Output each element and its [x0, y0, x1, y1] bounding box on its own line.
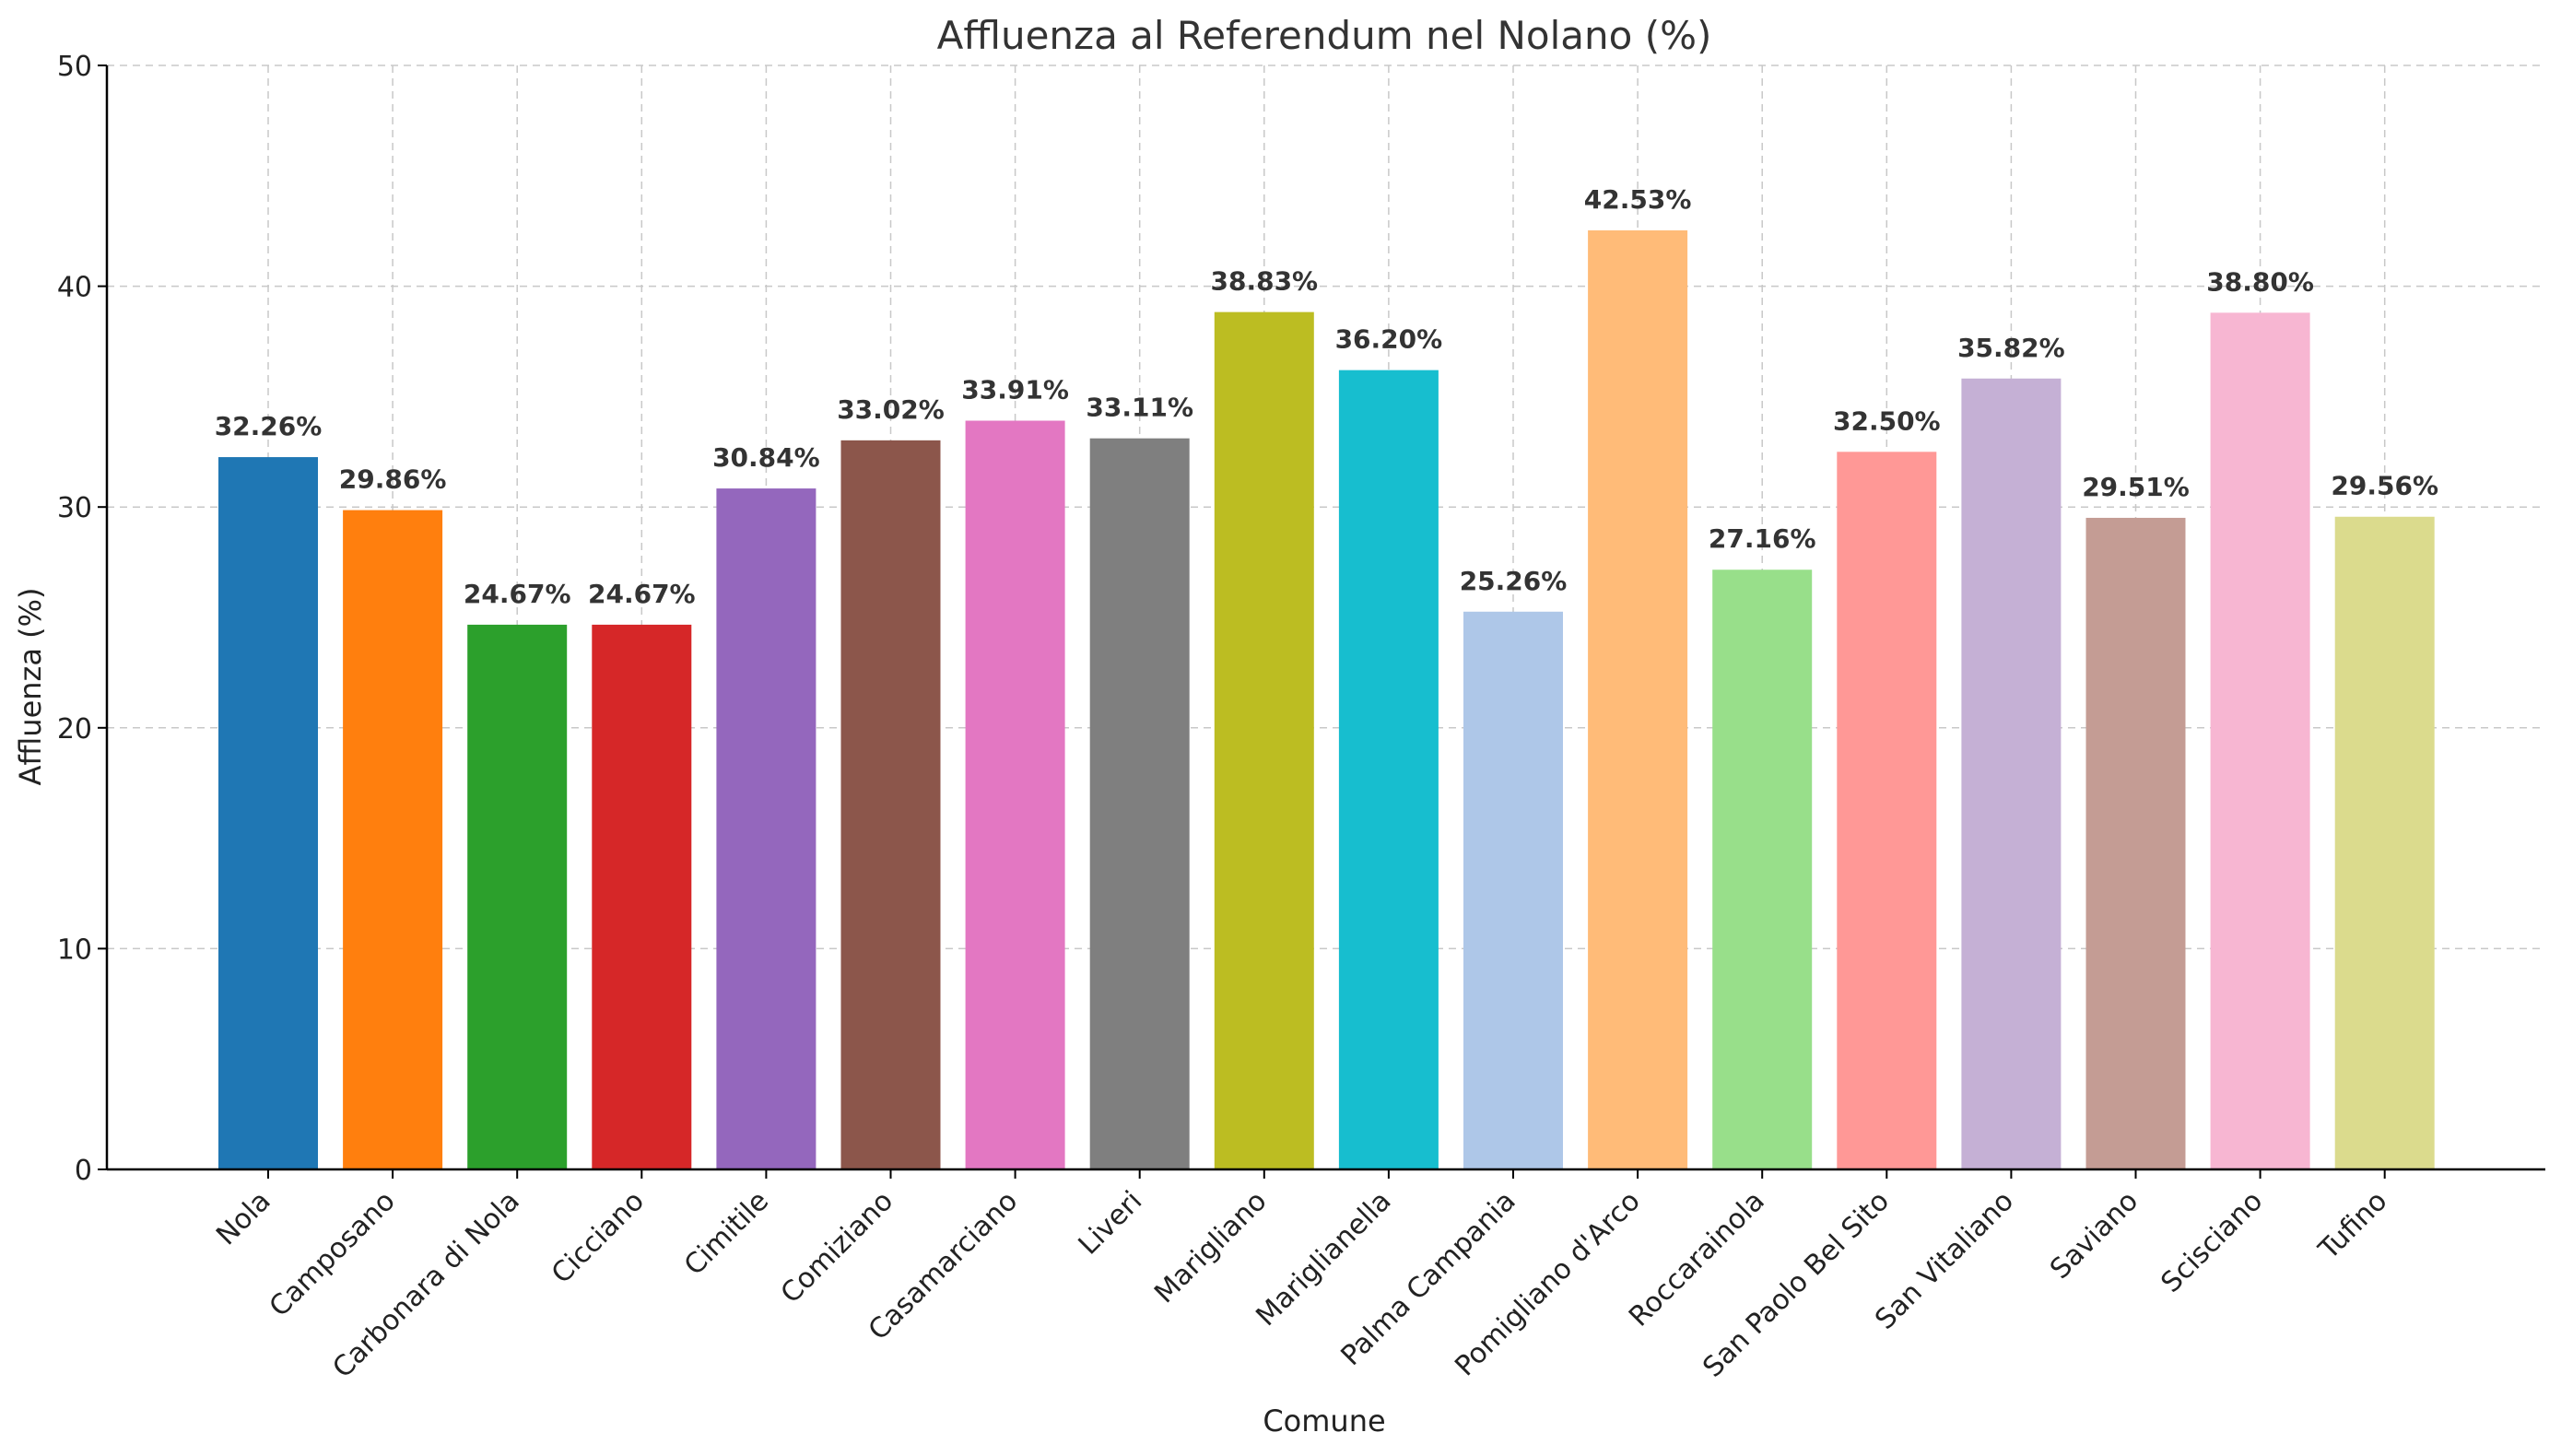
- bar-value-label: 32.50%: [1833, 405, 1941, 436]
- axes: [98, 65, 2545, 1179]
- x-tick-label: Camposano: [264, 1185, 402, 1323]
- bar: [840, 440, 941, 1169]
- bar: [1463, 611, 1563, 1169]
- y-tick-label: 0: [75, 1155, 92, 1187]
- chart-title: Affluenza al Referendum nel Nolano (%): [937, 13, 1712, 58]
- bar: [1338, 370, 1439, 1169]
- bar: [592, 624, 692, 1169]
- bars: [218, 229, 2435, 1170]
- bar-value-label: 25.26%: [1460, 566, 1568, 596]
- x-tick-label: Saviano: [2044, 1185, 2144, 1286]
- bar: [716, 488, 816, 1169]
- x-tick-label: Tufino: [2312, 1185, 2393, 1266]
- x-axis-title: Comune: [1263, 1403, 1385, 1438]
- bar-value-label: 33.02%: [837, 394, 945, 425]
- bar-value-label: 24.67%: [588, 579, 696, 609]
- x-tick-label: Comiziano: [775, 1185, 900, 1310]
- bar-value-label: 38.80%: [2206, 266, 2314, 297]
- bar: [1588, 229, 1688, 1169]
- bar: [467, 624, 568, 1169]
- bar-value-label: 33.11%: [1086, 393, 1193, 423]
- bar-value-label: 24.67%: [464, 579, 571, 609]
- data-labels: 32.26% 29.86% 24.67% 24.67% 30.84% 33.02% 33.9…: [215, 184, 2438, 609]
- y-tick-label: 10: [57, 933, 92, 966]
- bar: [2334, 516, 2435, 1169]
- bar-value-label: 35.82%: [1957, 333, 2065, 363]
- x-tick-label: Cimitile: [678, 1185, 775, 1282]
- bar: [218, 457, 318, 1169]
- bar: [2085, 517, 2186, 1169]
- bar: [1712, 569, 1813, 1169]
- bar: [1837, 452, 1937, 1169]
- bar-value-label: 29.51%: [2082, 472, 2190, 502]
- bar-value-label: 33.91%: [961, 375, 1069, 405]
- x-tick-label: Liveri: [1073, 1185, 1149, 1262]
- bar: [1089, 438, 1190, 1169]
- y-axis-title: Affluenza (%): [13, 587, 48, 785]
- bar-value-label: 36.20%: [1335, 324, 1443, 355]
- x-tick-label: Marigliano: [1148, 1185, 1273, 1309]
- bar: [1214, 311, 1314, 1170]
- bar-value-label: 30.84%: [712, 442, 820, 473]
- bar-value-label: 32.26%: [215, 411, 323, 441]
- bar-value-label: 27.16%: [1709, 523, 1816, 554]
- bar-value-label: 42.53%: [1584, 184, 1692, 215]
- y-tick-label: 30: [57, 492, 92, 524]
- bar-value-label: 38.83%: [1210, 266, 1318, 297]
- x-tick-label: Cicciano: [546, 1185, 651, 1290]
- bar: [2210, 312, 2310, 1169]
- bar: [965, 420, 1065, 1170]
- bar-value-label: 29.56%: [2331, 471, 2438, 501]
- x-tick-label: Nola: [210, 1185, 276, 1251]
- y-tick-label: 50: [57, 51, 92, 83]
- bar: [343, 510, 443, 1169]
- x-tick-label: Scisciano: [2155, 1185, 2269, 1299]
- bar: [1961, 378, 2062, 1169]
- y-tick-label: 40: [57, 272, 92, 304]
- y-tick-label: 20: [57, 713, 92, 746]
- bar-value-label: 29.86%: [339, 464, 447, 495]
